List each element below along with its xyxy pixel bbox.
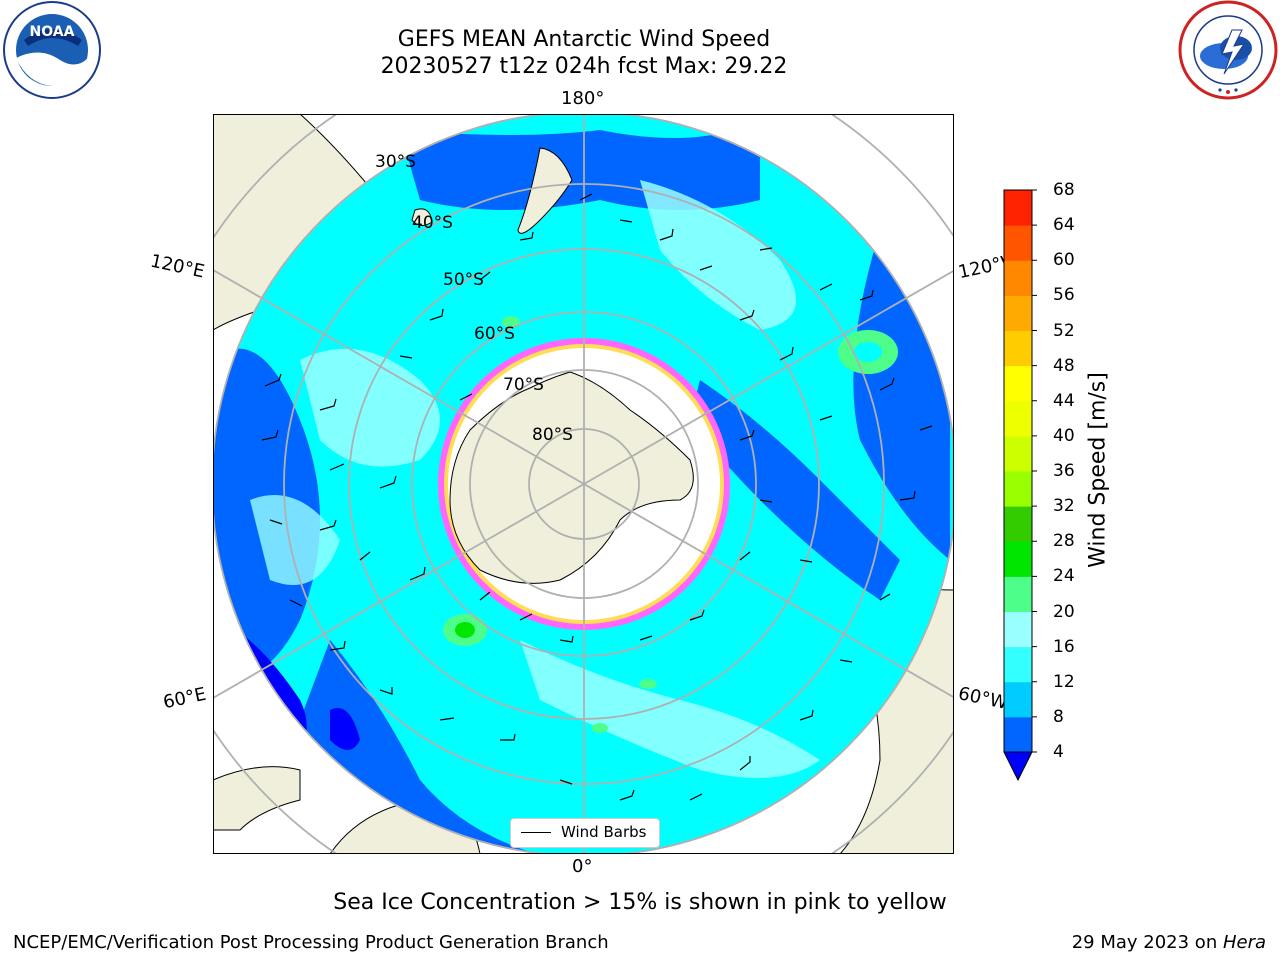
colorbar-label: Wind Speed [m/s]	[1085, 372, 1111, 568]
colorbar-tick-label: 24	[1053, 566, 1075, 587]
colorbar-tick-label: 40	[1053, 425, 1075, 446]
colorbar-tick-label: 32	[1053, 496, 1075, 517]
graticule	[214, 115, 953, 853]
lat-label-40s: 40°S	[412, 213, 453, 233]
colorbar-tick-label: 68	[1053, 180, 1075, 200]
colorbar-bin	[1004, 295, 1032, 331]
colorbar-tick-label: 44	[1053, 390, 1075, 411]
lat-label-50s: 50°S	[443, 270, 484, 290]
chart-title: GEFS MEAN Antarctic Wind Speed	[397, 27, 771, 52]
colorbar-tick-label: 20	[1053, 601, 1075, 622]
colorbar-tick-label: 4	[1053, 742, 1064, 762]
colorbar-tick-label: 28	[1053, 531, 1075, 552]
noaa-logo-text: NOAA	[30, 24, 75, 40]
colorbar-bin	[1004, 190, 1032, 226]
colorbar-tick-label: 56	[1053, 285, 1075, 306]
footer-credit: NCEP/EMC/Verification Post Processing Pr…	[13, 932, 609, 953]
land-tasmania	[410, 207, 433, 226]
lon-label-0: 0°	[572, 856, 593, 877]
wind-barbs	[261, 192, 932, 801]
colorbar-tick-label: 48	[1053, 355, 1075, 376]
colorbar-bin	[1004, 435, 1032, 472]
colorbar-bin	[1004, 506, 1032, 542]
chart-subtitle: 20230527 t12z 024h fcst Max: 29.22	[380, 54, 788, 79]
legend-label: Wind Barbs	[561, 823, 647, 841]
colorbar-bin	[1004, 225, 1032, 261]
colorbar-bin	[1004, 541, 1032, 577]
noaa-logo: NOAA	[3, 1, 101, 99]
colorbar-under-triangle	[1003, 751, 1033, 782]
colorbar-bin	[1004, 260, 1032, 296]
colorbar-tick-label: 60	[1053, 250, 1075, 271]
colorbar-tick-label: 64	[1053, 215, 1075, 236]
colorbar-tick-label: 16	[1053, 636, 1075, 657]
colorbar-bin	[1004, 400, 1032, 437]
colorbar-bin	[1004, 611, 1032, 648]
colorbar-bin	[1004, 471, 1032, 507]
colorbar-bin	[1004, 576, 1032, 612]
lon-label-60e: 60°E	[161, 683, 208, 714]
colorbar-bin	[1004, 330, 1032, 367]
footer-host: Hera	[1222, 932, 1266, 953]
sea-ice-caption: Sea Ice Concentration > 15% is shown in …	[333, 890, 947, 915]
lat-label-30s: 30°S	[375, 152, 416, 172]
colorbar-bin	[1004, 646, 1032, 683]
lat-label-80s: 80°S	[532, 425, 573, 445]
legend-line-swatch	[521, 832, 551, 833]
colorbar-bin	[1004, 716, 1032, 753]
lat-label-70s: 70°S	[503, 375, 544, 395]
footer-date-text: 29 May 2023 on	[1071, 932, 1223, 953]
map-canvas	[214, 115, 953, 853]
lon-label-180: 180°	[561, 88, 605, 109]
colorbar-tick-label: 52	[1053, 320, 1075, 341]
nws-logo	[1178, 0, 1278, 100]
lon-label-120e: 120°E	[148, 250, 207, 283]
colorbar-bin	[1004, 365, 1032, 402]
colorbar-tick-label: 36	[1053, 461, 1075, 481]
map-legend: Wind Barbs	[510, 818, 660, 848]
colorbar-tick-label: 8	[1053, 706, 1064, 727]
footer-date: 29 May 2023 on Hera	[1072, 932, 1266, 953]
land-new-zealand	[516, 146, 573, 234]
colorbar-bin	[1004, 681, 1032, 718]
colorbar	[1003, 189, 1037, 782]
lat-label-60s: 60°S	[474, 324, 515, 344]
land-africa	[214, 765, 300, 830]
map-frame	[213, 114, 954, 854]
colorbar-tick-label: 12	[1053, 671, 1075, 692]
